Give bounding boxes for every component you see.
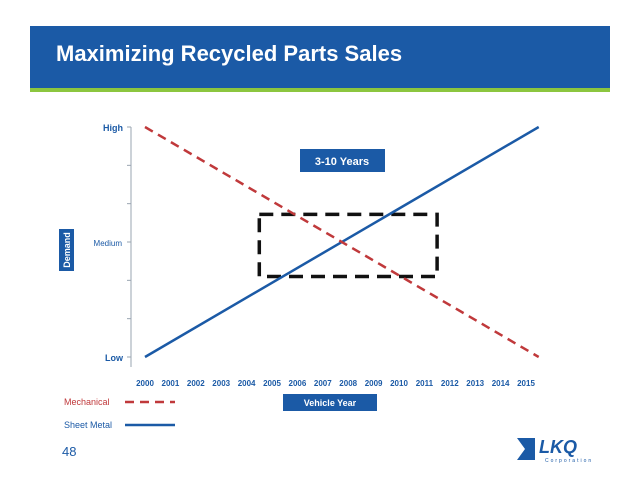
x-tick-label: 2005 <box>263 379 281 388</box>
page-number: 48 <box>62 444 77 459</box>
slide-header: Maximizing Recycled Parts Sales <box>30 26 610 92</box>
legend-label: Sheet Metal <box>64 420 112 430</box>
y-axis-label: Demand <box>62 232 72 268</box>
y-tick-label: Low <box>105 353 124 363</box>
x-tick-label: 2002 <box>187 379 205 388</box>
x-axis-label: Vehicle Year <box>304 398 357 408</box>
x-tick-label: 2006 <box>289 379 307 388</box>
x-tick-label: 2012 <box>441 379 459 388</box>
x-tick-label: 2009 <box>365 379 383 388</box>
series-line-mechanical <box>144 125 540 359</box>
x-tick-label: 2011 <box>416 379 434 388</box>
logo-subtext: Corporation <box>545 458 593 464</box>
x-tick-label: 2013 <box>466 379 484 388</box>
x-tick-label: 2015 <box>517 379 535 388</box>
slide-title: Maximizing Recycled Parts Sales <box>56 41 403 66</box>
x-tick-label: 2010 <box>390 379 408 388</box>
x-tick-label: 2000 <box>136 379 154 388</box>
highlight-box <box>257 212 439 279</box>
x-tick-label: 2007 <box>314 379 332 388</box>
y-tick-label: High <box>103 123 123 133</box>
y-tick-label: Medium <box>94 239 123 248</box>
legend-label: Mechanical <box>64 397 110 407</box>
annotation-label-box <box>300 149 385 172</box>
x-tick-label: 2001 <box>162 379 180 388</box>
x-tick-label: 2008 <box>339 379 357 388</box>
x-axis-label-box <box>283 394 377 411</box>
x-tick-label: 2004 <box>238 379 256 388</box>
x-tick-label: 2014 <box>492 379 510 388</box>
annotation-label: 3-10 Years <box>315 156 369 168</box>
lkq-logo: LKQ Corporation <box>517 437 593 464</box>
y-axis-label-box <box>59 229 74 271</box>
logo-text: LKQ <box>539 437 577 457</box>
x-tick-label: 2003 <box>212 379 230 388</box>
